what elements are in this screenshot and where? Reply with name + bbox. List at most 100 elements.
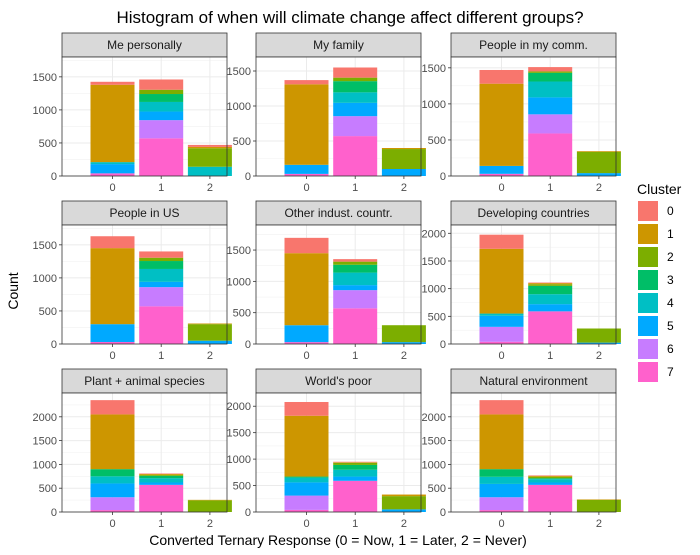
bar-segment-cluster-5 (90, 483, 135, 498)
bar-segment-cluster-1 (139, 473, 184, 475)
bar-segment-cluster-6 (333, 290, 378, 309)
facet-panel: Other indust. countr. 0 500 1000 1500 0 1 2 (227, 200, 426, 362)
chart-title: Histogram of when will climate change af… (116, 8, 583, 27)
x-tick-label: 2 (596, 182, 602, 194)
x-tick-label: 1 (352, 518, 358, 530)
bar-segment-cluster-2 (381, 325, 426, 343)
bar-segment-cluster-2 (576, 151, 621, 174)
legend-label: 1 (667, 227, 674, 241)
x-tick-label: 0 (303, 518, 309, 530)
x-tick-label: 1 (352, 350, 358, 362)
facet-strip (255, 200, 422, 226)
y-tick-label: 1500 (227, 245, 251, 257)
bar-segment-cluster-7 (333, 480, 378, 512)
y-tick-label: 500 (428, 311, 446, 323)
bar-segment-cluster-4 (333, 92, 378, 103)
y-tick-label: 0 (245, 507, 251, 519)
facet-panel: My family 0 500 1000 1500 0 1 2 (227, 32, 426, 194)
x-tick-label: 1 (158, 350, 164, 362)
facet-strip-label: People in US (109, 206, 179, 220)
bar-segment-cluster-7 (479, 341, 524, 344)
legend-label: 7 (667, 365, 674, 379)
bar-segment-cluster-2 (528, 284, 573, 286)
bar-segment-cluster-1 (576, 151, 621, 152)
bar-segment-cluster-7 (139, 138, 184, 176)
bar-segment-cluster-0 (479, 69, 524, 84)
bar-segment-cluster-5 (479, 483, 524, 498)
bar-segment-cluster-4 (528, 294, 573, 305)
y-tick-label: 1500 (33, 72, 57, 84)
facet-strip-label: Other indust. countr. (284, 206, 392, 220)
y-tick-label: 1000 (227, 276, 251, 288)
bar-segment-cluster-0 (90, 236, 135, 249)
y-tick-label: 0 (51, 507, 57, 519)
bar-segment-cluster-4 (333, 469, 378, 477)
bar-segment-cluster-1 (90, 248, 135, 325)
y-tick-label: 1000 (422, 99, 446, 111)
bar-segment-cluster-0 (90, 400, 135, 415)
bar-segment-cluster-7 (333, 308, 378, 344)
y-tick-label: 1500 (33, 240, 57, 252)
bar-segment-cluster-0 (139, 79, 184, 90)
bar-segment-cluster-5 (528, 304, 573, 312)
facet-strip-label: Developing countries (477, 206, 589, 220)
bar-segment-cluster-5 (139, 482, 184, 485)
bar-segment-cluster-0 (528, 67, 573, 72)
bar-segment-cluster-3 (333, 264, 378, 273)
bar-segment-cluster-1 (479, 83, 524, 166)
x-tick-label: 1 (158, 518, 164, 530)
facet-strip (61, 200, 228, 226)
bar-segment-cluster-1 (284, 84, 329, 165)
bar-segment-cluster-5 (479, 165, 524, 174)
bar-segment-cluster-5 (284, 482, 329, 496)
x-tick-label: 1 (158, 182, 164, 194)
bar-segment-cluster-1 (187, 323, 232, 325)
bar-segment-cluster-7 (528, 133, 573, 176)
x-tick-label: 1 (547, 518, 553, 530)
bar-segment-cluster-0 (284, 401, 329, 416)
y-tick-label: 1500 (227, 66, 251, 78)
bar-segment-cluster-1 (90, 84, 135, 163)
bar-segment-cluster-0 (187, 144, 232, 147)
bar-segment-cluster-2 (528, 476, 573, 479)
bar-segment-cluster-1 (479, 248, 524, 314)
bar-segment-cluster-6 (139, 287, 184, 307)
y-tick-label: 0 (51, 339, 57, 351)
legend-key-cluster-1 (638, 224, 658, 244)
bar-segment-cluster-5 (528, 482, 573, 485)
bar-segment-cluster-4 (139, 101, 184, 112)
bar-segment-cluster-3 (90, 469, 135, 477)
bar-segment-cluster-2 (187, 148, 232, 167)
bar-segment-cluster-4 (479, 476, 524, 484)
panel-border (61, 392, 228, 513)
bar-segment-cluster-5 (333, 285, 378, 291)
bar-segment-cluster-6 (479, 497, 524, 511)
facet-strip-label: Plant + animal species (84, 374, 204, 388)
bar-segment-cluster-0 (479, 400, 524, 415)
bar-segment-cluster-4 (528, 81, 573, 98)
y-tick-label: 1000 (422, 284, 446, 296)
y-tick-label: 500 (233, 308, 251, 320)
bar-segment-cluster-7 (528, 484, 573, 512)
x-tick-label: 2 (401, 518, 407, 530)
y-tick-label: 1000 (227, 101, 251, 113)
bar-segment-cluster-2 (139, 89, 184, 95)
bar-segment-cluster-5 (139, 281, 184, 288)
bar-segment-cluster-2 (139, 257, 184, 262)
x-tick-label: 0 (109, 518, 115, 530)
bar-segment-cluster-1 (187, 146, 232, 149)
x-tick-label: 2 (596, 518, 602, 530)
bar-segment-cluster-0 (333, 67, 378, 78)
facet-strip (61, 32, 228, 58)
x-tick-label: 2 (207, 518, 213, 530)
bar-segment-cluster-4 (333, 272, 378, 286)
bar-segment-cluster-0 (139, 251, 184, 258)
bar-segment-cluster-2 (381, 149, 426, 169)
bar-segment-cluster-1 (284, 253, 329, 326)
bar-segment-cluster-1 (479, 414, 524, 470)
facet-strip-label: World's poor (305, 374, 372, 388)
legend-label: 6 (667, 342, 674, 356)
bar-segment-cluster-6 (528, 114, 573, 134)
facet-strip-label: Me personally (107, 38, 182, 52)
